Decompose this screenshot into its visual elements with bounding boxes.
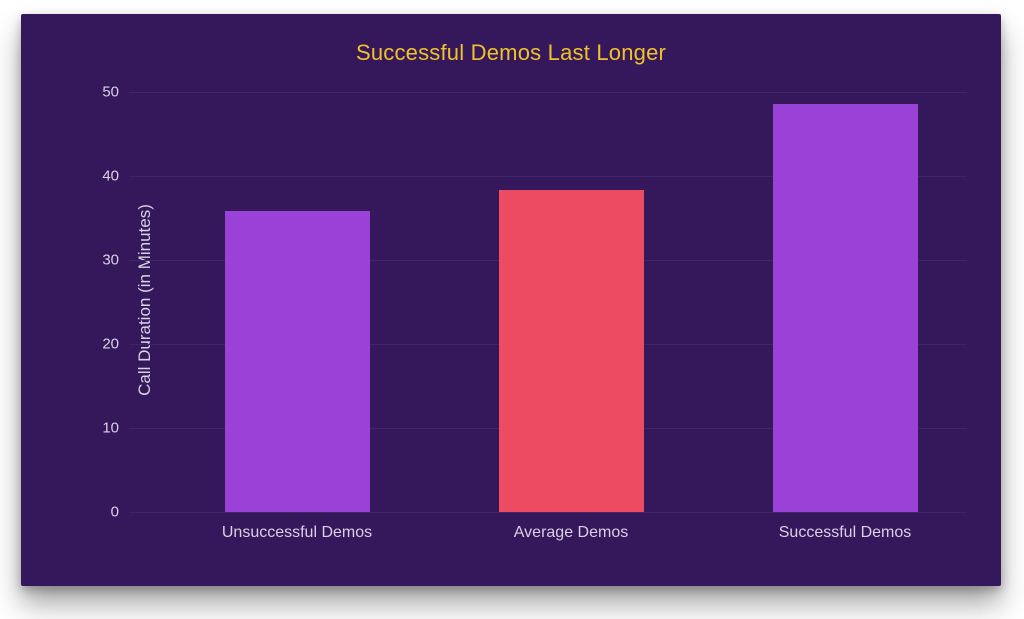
x-tick-label: Successful Demos	[779, 524, 912, 542]
y-tick-label: 10	[95, 420, 119, 437]
x-tick-label: Average Demos	[514, 524, 628, 542]
y-tick-label: 50	[95, 84, 119, 101]
bar	[499, 190, 644, 512]
y-tick-label: 20	[95, 336, 119, 353]
x-tick-label: Unsuccessful Demos	[222, 524, 372, 542]
y-tick-label: 0	[95, 504, 119, 521]
chart-card: Successful Demos Last Longer Call Durati…	[21, 14, 1001, 586]
y-tick-label: 40	[95, 168, 119, 185]
gridline	[129, 92, 967, 93]
bar	[225, 211, 370, 512]
chart-title: Successful Demos Last Longer	[21, 40, 1001, 66]
gridline	[129, 512, 967, 513]
y-tick-label: 30	[95, 252, 119, 269]
bar	[773, 104, 918, 512]
plot-area: 01020304050Unsuccessful DemosAverage Dem…	[129, 92, 967, 512]
